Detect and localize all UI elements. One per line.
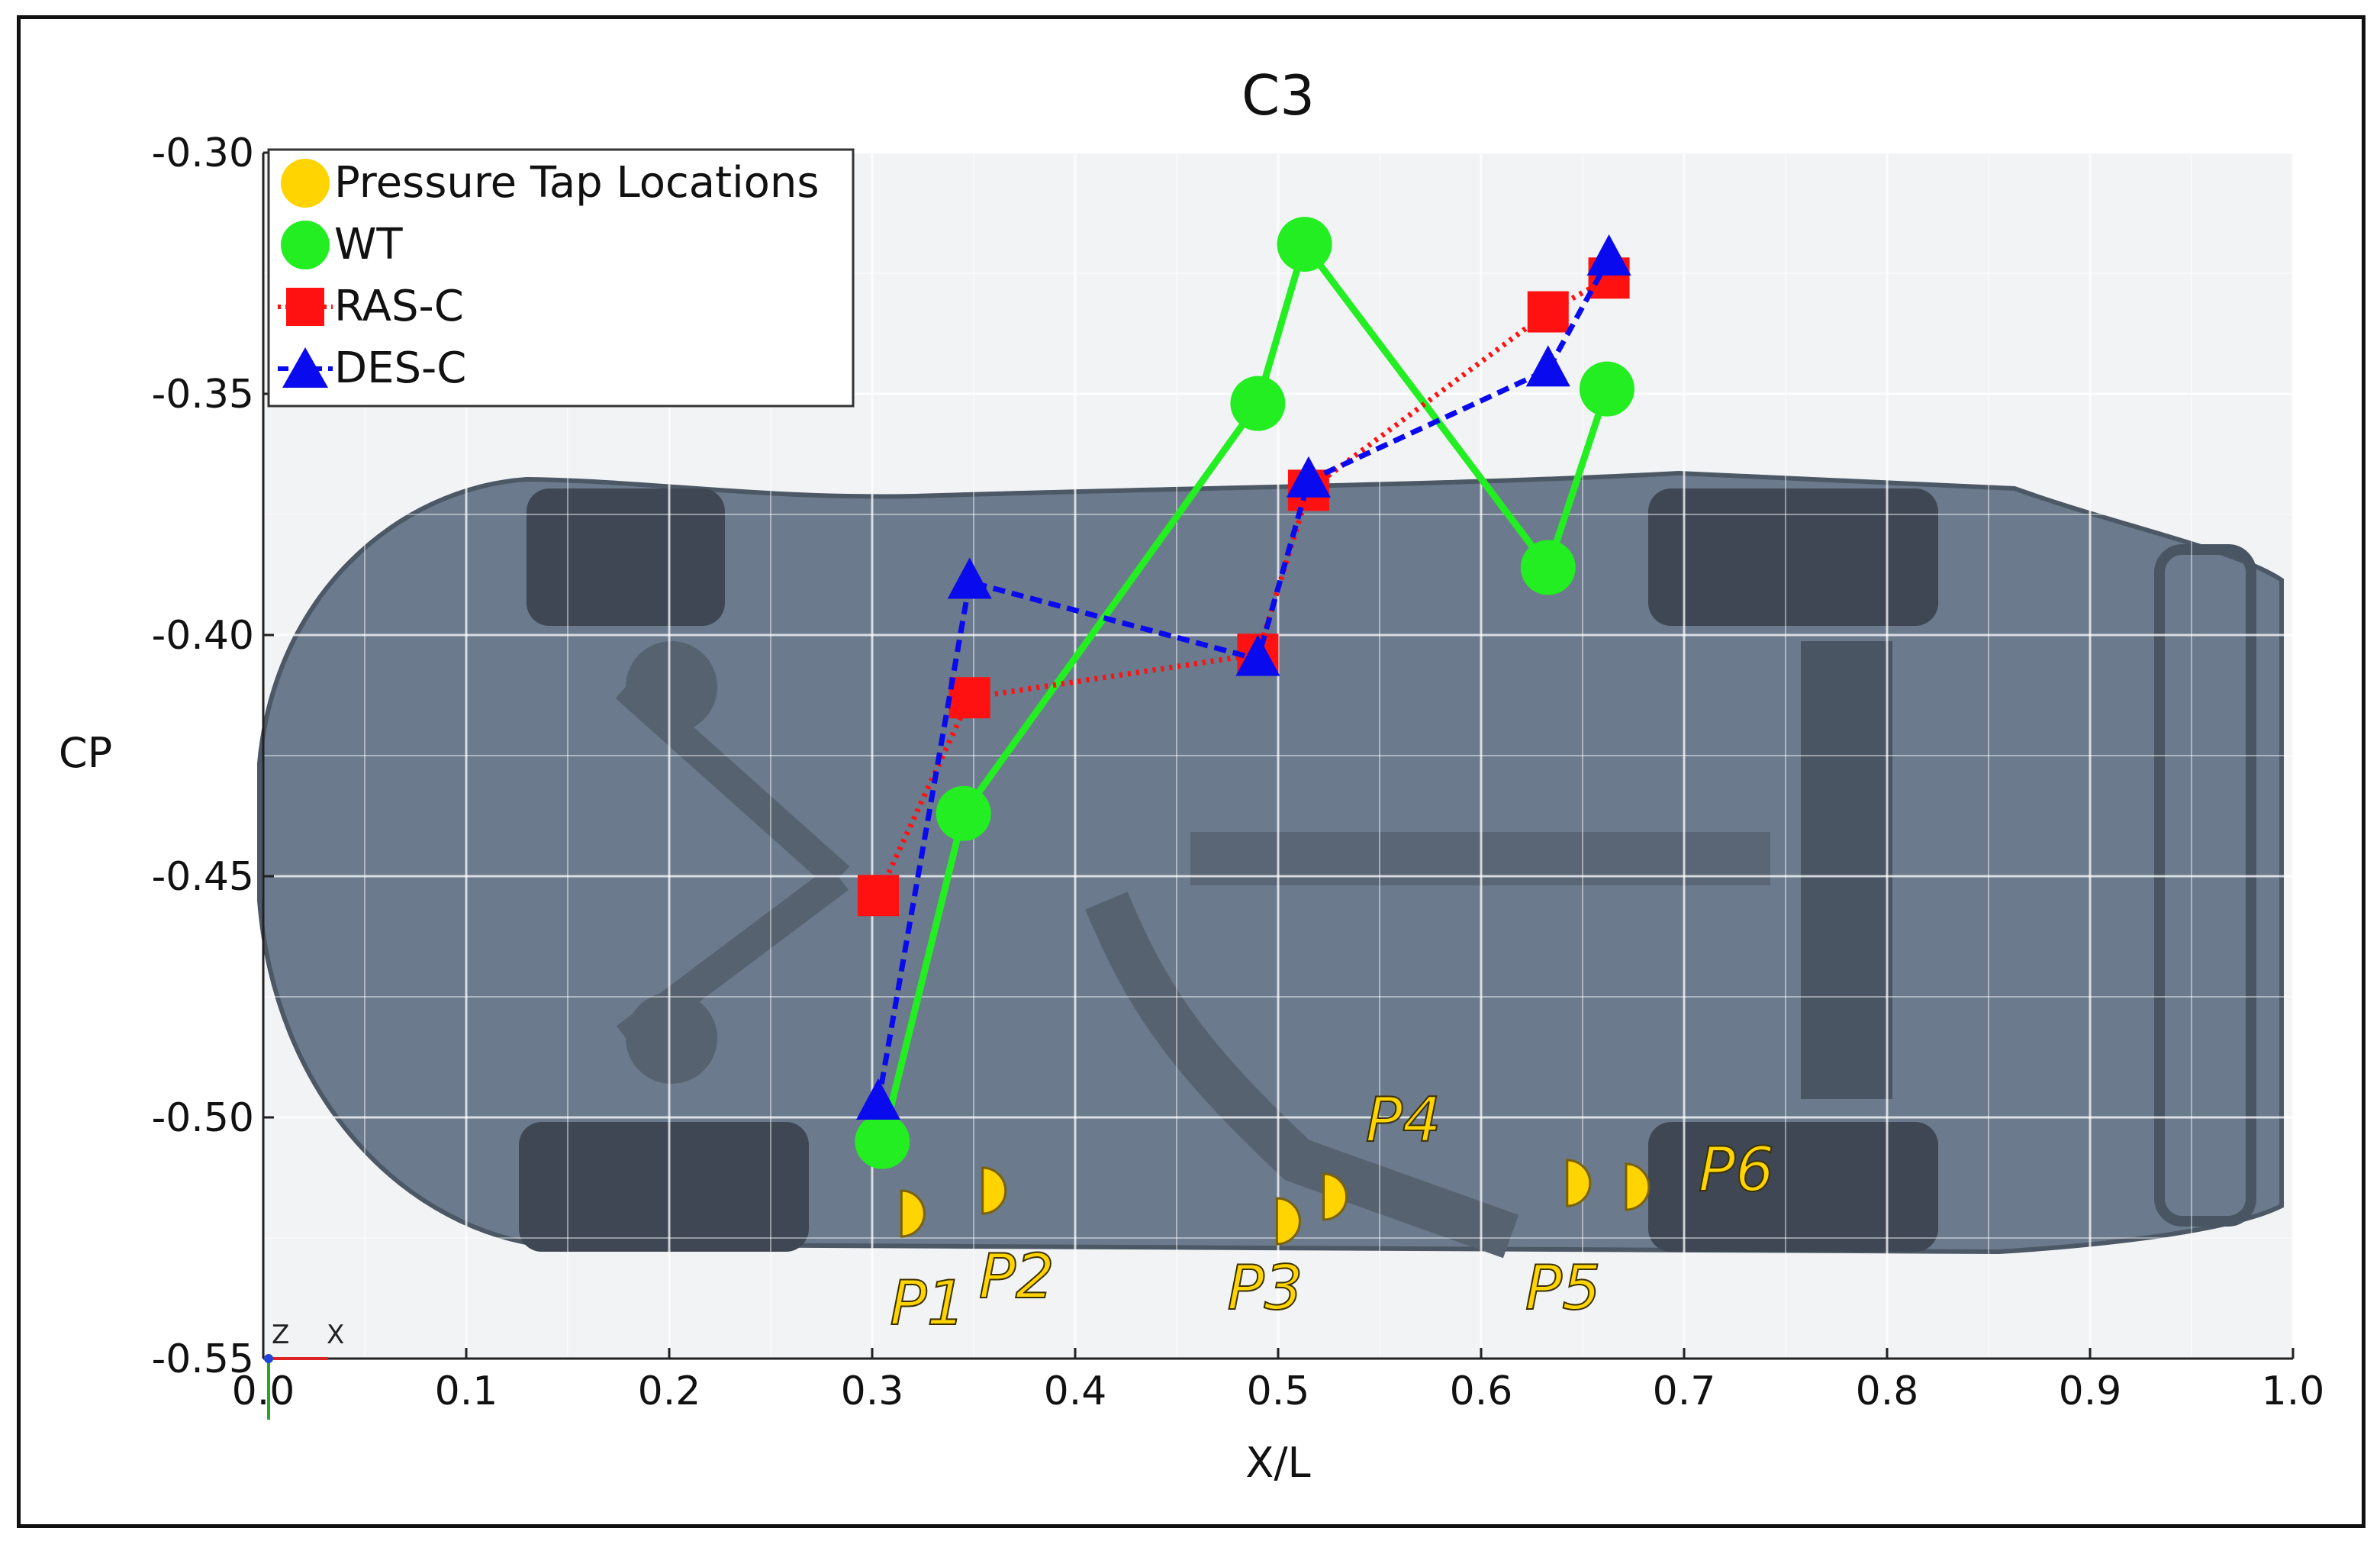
legend-wt-marker (281, 221, 330, 269)
data-point-desc (947, 557, 992, 599)
hub-front-left (626, 641, 717, 733)
legend: Pressure Tap Locations WT RAS-C DES-C (267, 148, 855, 408)
chart-title: C3 (1242, 63, 1315, 127)
rear-bumper (2154, 544, 2256, 1227)
rear-frame (1801, 641, 1892, 1099)
pressure-tap-label: P1 (890, 1268, 965, 1339)
pressure-taps: P1 P2 P3 P4 P5 P6 (889, 1084, 1775, 1340)
triad-label-z: Z (272, 1320, 289, 1350)
x-tick-label: 0.0 (232, 1369, 295, 1414)
data-point-desc (1525, 345, 1570, 387)
legend-ras-marker (286, 288, 324, 326)
pressure-tap-marker (1322, 1172, 1348, 1221)
x-tick-label: 0.8 (1856, 1369, 1919, 1414)
data-point-rasc (857, 875, 899, 917)
data-point-desc (1235, 634, 1280, 676)
series-wt (855, 217, 1634, 1169)
y-tick-label: -0.30 (151, 131, 254, 176)
pressure-tap-label: P4 (1366, 1085, 1441, 1156)
pressure-tap-marker (981, 1166, 1007, 1215)
coordinate-triad: Z X (264, 1320, 344, 1420)
series-desc (855, 234, 1631, 1120)
data-point-wt (855, 1114, 910, 1169)
data-point-wt (936, 785, 991, 841)
pressure-tap-marker (900, 1189, 926, 1238)
data-point-desc (1286, 456, 1331, 498)
x-tick-label: 0.4 (1044, 1369, 1107, 1414)
data-point-rasc (1527, 291, 1569, 333)
data-point-wt (1277, 217, 1332, 272)
series-layer (855, 217, 1634, 1169)
legend-des-marker (282, 347, 328, 388)
series-line-desc (875, 257, 1612, 1104)
data-point-wt (1579, 361, 1634, 417)
pressure-tap-label: P2 (979, 1241, 1055, 1312)
x-tick-label: 0.2 (638, 1369, 701, 1414)
x-tick-label: 0.5 (1247, 1369, 1310, 1414)
legend-tap-marker (281, 159, 330, 208)
legend-label-taps: Pressure Tap Locations (334, 158, 820, 208)
y-tick-label: -0.50 (151, 1095, 254, 1141)
wheel-rear-left (1648, 488, 1938, 626)
pressure-tap-marker (1625, 1162, 1651, 1211)
legend-label-ras: RAS-C (334, 282, 464, 331)
y-tick-label: -0.35 (151, 372, 254, 417)
pressure-tap-label: P6 (1699, 1134, 1774, 1205)
x-tick-label: 0.9 (2059, 1369, 2122, 1414)
y-tick-label: -0.55 (151, 1336, 254, 1382)
pressure-tap-label: P3 (1227, 1252, 1303, 1323)
wheel-front-right (519, 1122, 809, 1252)
exhaust-pipe (1085, 891, 1519, 1259)
series-line-wt (878, 240, 1611, 1143)
data-point-desc (1586, 234, 1631, 276)
data-point-wt (1230, 376, 1286, 431)
x-tick-label: 0.1 (435, 1369, 498, 1414)
x-axis-title: X/L (1245, 1439, 1310, 1487)
data-point-wt (1520, 540, 1576, 595)
x-tick-label: 1.0 (2262, 1369, 2325, 1414)
pressure-tap-marker (1275, 1197, 1301, 1246)
legend-label-wt: WT (334, 220, 403, 269)
legend-label-des: DES-C (334, 343, 466, 393)
wheel-front-left (527, 488, 725, 626)
legend-box (267, 148, 855, 408)
y-axis-title: CP (59, 729, 112, 777)
data-point-rasc (948, 677, 990, 719)
x-tick-label: 0.7 (1653, 1369, 1716, 1414)
x-tick-label: 0.6 (1450, 1369, 1513, 1414)
hub-front-right (626, 992, 717, 1084)
x-tick-label: 0.3 (841, 1369, 904, 1414)
triad-label-x: X (327, 1320, 344, 1350)
pressure-tap-marker (1566, 1159, 1592, 1207)
y-tick-label: -0.40 (151, 613, 254, 659)
axes: 0.0 0.1 0.2 0.3 0.4 0.5 0.6 0.7 0.8 0.9 1.0 -0.30 -0… (151, 131, 2324, 1414)
triad-origin (264, 1354, 273, 1363)
wheel-rear-right (1648, 1122, 1938, 1252)
pressure-tap-label: P5 (1525, 1252, 1601, 1323)
data-point-desc (855, 1078, 900, 1120)
y-tick-label: -0.45 (151, 854, 254, 900)
car-underbody-image (257, 470, 2284, 1259)
